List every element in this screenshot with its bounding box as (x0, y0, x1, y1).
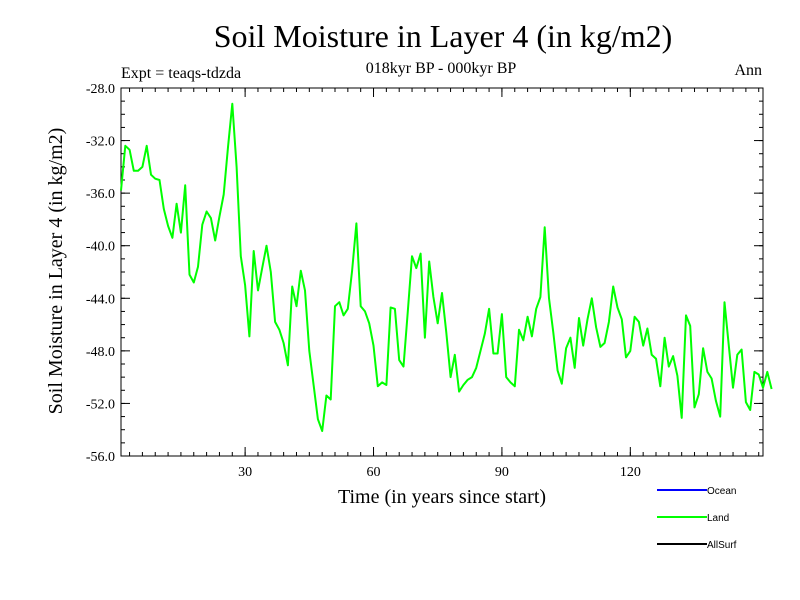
plot-frame (120, 87, 764, 457)
y-axis-label: Soil Moisture in Layer 4 (in kg/m2) (45, 128, 67, 415)
y-tick-label: -36.0 (86, 187, 115, 202)
y-tick-label: -56.0 (86, 450, 115, 465)
legend: Ocean Land AllSurf (657, 486, 737, 551)
chart-title: Soil Moisture in Layer 4 (in kg/m2) (214, 18, 673, 54)
series-line-land (120, 102, 773, 432)
season-label: Ann (734, 62, 762, 79)
legend-label-land: Land (707, 513, 729, 524)
x-tick-label: 30 (238, 465, 252, 480)
x-axis-label: Time (in years since start) (338, 486, 546, 508)
experiment-label: Expt = teaqs-tdzda (121, 65, 241, 82)
legend-label-allsurf: AllSurf (707, 540, 737, 551)
y-tick-label: -44.0 (86, 292, 115, 307)
x-tick-label: 90 (495, 465, 509, 480)
x-axis-ticks: 30 60 90 120 (238, 88, 641, 480)
series-group (120, 102, 773, 432)
y-tick-label: -28.0 (86, 82, 115, 97)
y-tick-label: -32.0 (86, 135, 115, 150)
chart-subtitle: 018kyr BP - 000kyr BP (366, 60, 517, 77)
y-tick-label: -48.0 (86, 345, 115, 360)
y-tick-label: -40.0 (86, 240, 115, 255)
x-tick-label: 60 (367, 465, 381, 480)
minor-ticks (121, 87, 763, 457)
y-axis-ticks: -28.0 -32.0 -36.0 -40.0 -44.0 -48.0 -52.0 -56.0 (86, 82, 763, 465)
x-tick-label: 120 (620, 465, 641, 480)
y-tick-label: -52.0 (86, 397, 115, 412)
legend-label-ocean: Ocean (707, 486, 736, 497)
